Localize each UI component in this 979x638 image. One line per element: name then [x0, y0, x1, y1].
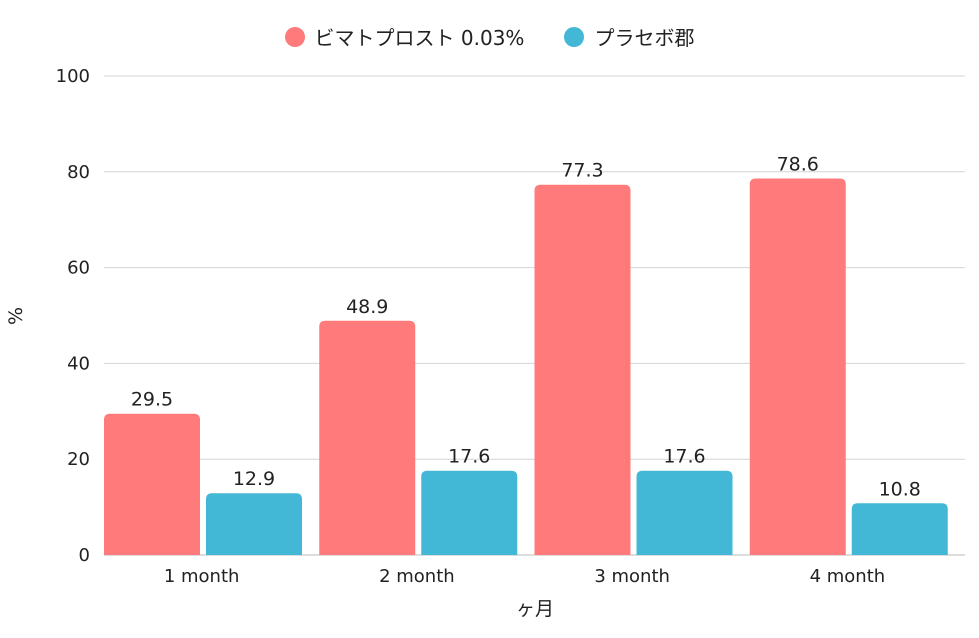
legend-label-bimatoprost: ビマトプロスト 0.03%: [314, 26, 525, 50]
bar-bimatoprost: [319, 320, 416, 555]
legend-label-placebo: プラセボ郡: [594, 26, 695, 50]
bar-bimatoprost: [749, 178, 846, 556]
data-label: 10.8: [879, 478, 921, 500]
bars: [104, 178, 948, 556]
y-axis-title: %: [5, 307, 27, 325]
y-tick-label: 0: [79, 545, 90, 566]
bar-placebo: [421, 470, 518, 555]
bar-placebo: [851, 503, 948, 555]
legend-item-bimatoprost: ビマトプロスト 0.03%: [284, 22, 525, 51]
bar-placebo: [636, 470, 733, 555]
legend-item-placebo: プラセボ郡: [564, 22, 694, 51]
x-tick-label: 4 month: [810, 566, 886, 587]
legend-swatch-bimatoprost: [284, 26, 305, 47]
data-labels: 29.5 12.9 48.9 17.6 77.3 17.6 78.6 10.8: [131, 154, 921, 501]
y-tick-label: 100: [56, 66, 90, 87]
x-tick-label: 2 month: [379, 566, 455, 587]
bar-placebo: [206, 493, 302, 555]
data-label: 48.9: [346, 296, 388, 318]
legend: ビマトプロスト 0.03% プラセボ郡: [0, 22, 979, 51]
data-label: 12.9: [233, 468, 275, 490]
x-tick-labels: 1 month 2 month 3 month 4 month: [164, 566, 885, 587]
y-tick-label: 60: [67, 258, 90, 279]
x-axis-title: ヶ月: [516, 598, 554, 620]
data-label: 78.6: [777, 154, 819, 176]
bar-bimatoprost: [534, 184, 631, 555]
x-tick-label: 3 month: [594, 566, 670, 587]
data-label: 17.6: [663, 446, 705, 468]
y-tick-labels: 0 20 40 60 80 100: [56, 66, 90, 566]
x-tick-label: 1 month: [164, 566, 240, 587]
y-tick-label: 80: [67, 162, 90, 183]
legend-swatch-placebo: [564, 26, 585, 47]
bar-bimatoprost: [104, 413, 200, 555]
data-label: 29.5: [131, 389, 173, 411]
data-label: 17.6: [448, 446, 490, 468]
y-tick-label: 20: [67, 449, 90, 470]
y-tick-label: 40: [67, 353, 90, 374]
data-label: 77.3: [561, 160, 603, 182]
